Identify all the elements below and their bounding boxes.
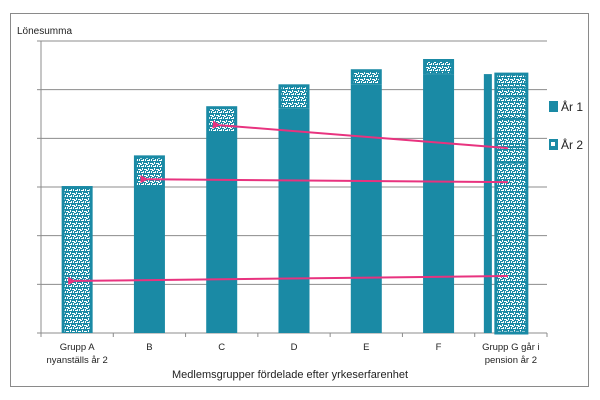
arrow-annotation — [68, 275, 508, 286]
bar-segment-divider — [497, 86, 525, 89]
x-tick-label: F — [436, 342, 442, 353]
bar-ar2 — [426, 62, 452, 74]
bar-ar2-border — [494, 72, 529, 335]
bar-segment-divider — [497, 146, 525, 149]
x-tick-label: nyanställs år 2 — [47, 355, 108, 366]
bar-ar1 — [423, 74, 455, 334]
x-tick-label: D — [291, 342, 298, 353]
legend-swatch-pattern — [551, 142, 555, 146]
bar-ar2 — [64, 189, 90, 332]
bar-ar2 — [136, 158, 162, 186]
bar-ar2 — [209, 109, 235, 132]
x-tick-label: Grupp G går i — [482, 342, 540, 353]
arrow-annotation — [212, 120, 508, 150]
bar-ar1 — [133, 187, 165, 333]
bar-segment-divider — [497, 117, 525, 120]
x-tick-label: Grupp A — [60, 342, 96, 353]
bar-ar1 — [483, 74, 492, 334]
bar-ar1 — [206, 132, 238, 333]
x-tick-label: E — [363, 342, 369, 353]
chart-frame — [10, 13, 589, 387]
bar-ar2 — [353, 72, 379, 84]
y-axis-label: Lönesumma — [17, 26, 72, 37]
legend-swatch-ar1 — [549, 101, 558, 112]
x-tick-label: C — [218, 342, 225, 353]
x-tick-label: B — [146, 342, 152, 353]
bar-segment-divider — [497, 161, 525, 164]
x-axis-title: Medlemsgrupper fördelade efter yrkeserfa… — [172, 369, 408, 381]
bar-segment-divider — [497, 95, 525, 98]
bar-ar1 — [278, 108, 310, 333]
x-tick-label: pension år 2 — [485, 355, 537, 366]
bar-ar2 — [281, 87, 307, 108]
bar-ar1 — [350, 84, 382, 334]
legend-label: År 2 — [561, 137, 583, 152]
arrow-annotation — [140, 175, 508, 184]
bar-ar2 — [495, 74, 527, 334]
legend-label: År 1 — [561, 99, 583, 114]
